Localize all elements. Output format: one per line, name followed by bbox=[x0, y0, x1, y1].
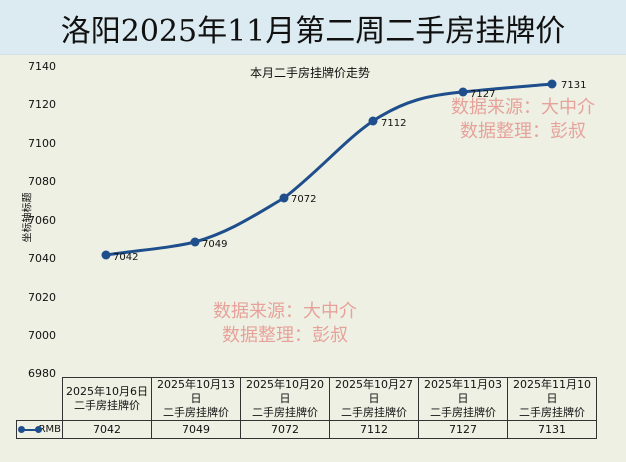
y-tick: 7120 bbox=[28, 98, 56, 111]
y-tick: 7060 bbox=[28, 214, 56, 227]
series-line bbox=[105, 82, 553, 257]
data-point[interactable] bbox=[368, 116, 378, 126]
data-point[interactable] bbox=[458, 87, 468, 97]
watermark: 数据来源：大中介 数据整理：彭叔 bbox=[418, 96, 626, 144]
watermark-source: 数据来源：大中介 bbox=[213, 301, 357, 322]
table-header-cell: 2025年11月10日 二手房挂牌价 bbox=[507, 377, 597, 421]
watermark-source: 数据来源：大中介 bbox=[451, 97, 595, 118]
table-header-cell: 2025年11月03日 二手房挂牌价 bbox=[418, 377, 508, 421]
data-label: 7049 bbox=[202, 239, 227, 250]
watermark-author: 数据整理：彭叔 bbox=[460, 121, 586, 142]
page-title: 洛阳2025年11月第二周二手房挂牌价 bbox=[60, 14, 566, 49]
table-header-cell: 2025年10月13日 二手房挂牌价 bbox=[151, 377, 241, 421]
table-cell: 7131 bbox=[507, 420, 597, 439]
data-label: 7112 bbox=[381, 118, 406, 129]
y-tick: 7140 bbox=[28, 60, 56, 73]
legend-key: RMB bbox=[16, 420, 63, 439]
table-header-cell: 2025年10月27日 二手房挂牌价 bbox=[329, 377, 419, 421]
legend-marker-icon bbox=[18, 426, 25, 433]
y-tick: 7040 bbox=[28, 252, 56, 265]
table-header-cell: 2025年10月6日 二手房挂牌价 bbox=[62, 377, 152, 421]
watermark: 数据来源：大中介 数据整理：彭叔 bbox=[190, 300, 380, 348]
table-cell: 7127 bbox=[418, 420, 508, 439]
data-table-header-row: 2025年10月6日 二手房挂牌价 2025年10月13日 二手房挂牌价 2025年… bbox=[17, 377, 597, 421]
y-tick: 7080 bbox=[28, 175, 56, 188]
data-point[interactable] bbox=[101, 250, 111, 260]
table-cell: 7072 bbox=[240, 420, 330, 439]
legend-label: RMB bbox=[38, 424, 61, 435]
table-row: RMB 7042 7049 7072 7112 7127 7131 bbox=[16, 420, 597, 439]
data-label: 7072 bbox=[291, 194, 316, 205]
legend-marker-icon bbox=[35, 426, 42, 433]
table-header-cell: 2025年10月20日 二手房挂牌价 bbox=[240, 377, 330, 421]
data-point[interactable] bbox=[190, 237, 200, 247]
data-point[interactable] bbox=[547, 79, 557, 89]
table-cell: 7112 bbox=[329, 420, 419, 439]
y-tick: 7100 bbox=[28, 137, 56, 150]
watermark-author: 数据整理：彭叔 bbox=[222, 325, 348, 346]
data-label: 7127 bbox=[470, 89, 495, 100]
data-table: 2025年10月6日 二手房挂牌价 2025年10月13日 二手房挂牌价 2025年… bbox=[16, 377, 597, 439]
y-tick: 7000 bbox=[28, 329, 56, 342]
y-tick: 6980 bbox=[28, 367, 56, 380]
data-label: 7042 bbox=[113, 252, 138, 263]
data-label: 7131 bbox=[561, 80, 586, 91]
legend-line-icon bbox=[20, 429, 40, 431]
y-tick: 7020 bbox=[28, 291, 56, 304]
data-point[interactable] bbox=[279, 193, 289, 203]
table-cell: 7049 bbox=[151, 420, 241, 439]
chart-title: 本月二手房挂牌价走势 bbox=[249, 66, 370, 80]
title-band bbox=[0, 0, 626, 55]
table-cell: 7042 bbox=[62, 420, 152, 439]
